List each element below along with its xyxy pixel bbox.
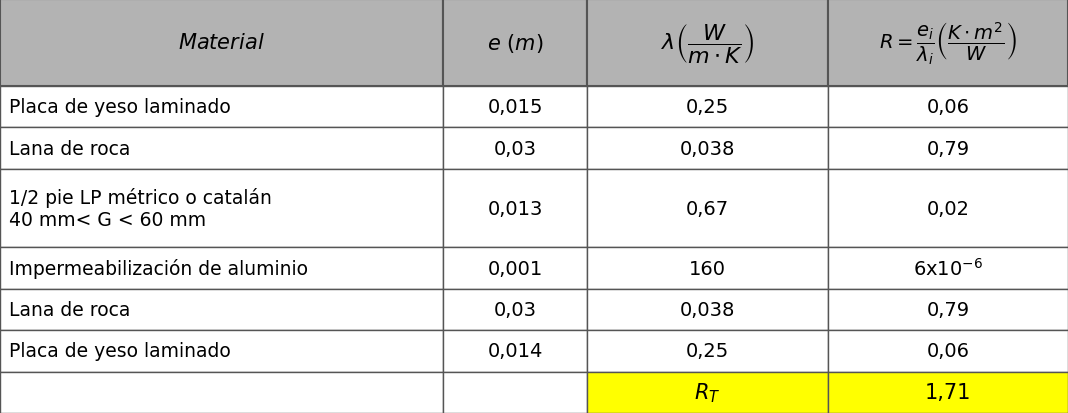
Text: 0,015: 0,015 <box>488 98 543 117</box>
Bar <box>443 169 587 248</box>
Text: Placa de yeso laminado: Placa de yeso laminado <box>9 342 231 361</box>
Text: Lana de roca: Lana de roca <box>9 139 130 158</box>
Text: 0,67: 0,67 <box>686 199 729 218</box>
Text: Impermeabilización de aluminio: Impermeabilización de aluminio <box>9 259 308 278</box>
Bar <box>0 169 443 248</box>
Text: 0,25: 0,25 <box>686 342 729 361</box>
Bar <box>587 0 828 87</box>
Bar <box>0 289 443 330</box>
Text: 1/2 pie LP métrico o catalán
40 mm< G < 60 mm: 1/2 pie LP métrico o catalán 40 mm< G < … <box>9 188 271 230</box>
Bar <box>587 330 828 372</box>
Text: 0,03: 0,03 <box>493 300 537 319</box>
Text: $R_T$: $R_T$ <box>694 380 721 404</box>
Bar <box>587 128 828 169</box>
Text: 0,79: 0,79 <box>926 139 970 158</box>
Text: Placa de yeso laminado: Placa de yeso laminado <box>9 98 231 117</box>
Text: $\mathit{Material}$: $\mathit{Material}$ <box>178 33 265 53</box>
Bar <box>443 128 587 169</box>
Bar <box>587 289 828 330</box>
Bar <box>0 87 443 128</box>
Bar <box>443 248 587 289</box>
Text: 160: 160 <box>689 259 726 278</box>
Text: 0,03: 0,03 <box>493 139 537 158</box>
Bar <box>587 169 828 248</box>
Bar <box>0 248 443 289</box>
Bar <box>0 0 443 87</box>
Bar <box>443 289 587 330</box>
Text: 0,06: 0,06 <box>926 98 970 117</box>
Bar <box>443 372 587 413</box>
Text: 0,79: 0,79 <box>926 300 970 319</box>
Text: 0,001: 0,001 <box>488 259 543 278</box>
Bar <box>443 330 587 372</box>
Bar <box>0 128 443 169</box>
Bar <box>828 128 1068 169</box>
Text: 0,02: 0,02 <box>926 199 970 218</box>
Bar <box>0 330 443 372</box>
Text: 0,25: 0,25 <box>686 98 729 117</box>
Bar <box>828 330 1068 372</box>
Text: 0,038: 0,038 <box>680 139 735 158</box>
Bar <box>828 169 1068 248</box>
Bar <box>587 248 828 289</box>
Bar <box>0 372 443 413</box>
Text: Lana de roca: Lana de roca <box>9 300 130 319</box>
Text: 0,013: 0,013 <box>488 199 543 218</box>
Text: 1,71: 1,71 <box>925 382 971 402</box>
Text: $R = \dfrac{e_i}{\lambda_i}\left(\dfrac{K \cdot m^2}{W}\right)$: $R = \dfrac{e_i}{\lambda_i}\left(\dfrac{… <box>879 20 1017 66</box>
Bar <box>587 87 828 128</box>
Bar <box>443 0 587 87</box>
Text: 0,014: 0,014 <box>488 342 543 361</box>
Bar <box>828 248 1068 289</box>
Bar <box>828 0 1068 87</box>
Text: 0,038: 0,038 <box>680 300 735 319</box>
Bar <box>828 87 1068 128</box>
Bar <box>443 87 587 128</box>
Bar <box>828 372 1068 413</box>
Bar <box>828 289 1068 330</box>
Text: $\lambda\left(\dfrac{W}{m \cdot K}\right)$: $\lambda\left(\dfrac{W}{m \cdot K}\right… <box>661 22 754 65</box>
Bar <box>587 372 828 413</box>
Text: $6\mathregular{x}10^{-6}$: $6\mathregular{x}10^{-6}$ <box>913 258 983 279</box>
Text: 0,06: 0,06 <box>926 342 970 361</box>
Text: $\mathit{e}\ \mathit{(m)}$: $\mathit{e}\ \mathit{(m)}$ <box>487 32 544 55</box>
